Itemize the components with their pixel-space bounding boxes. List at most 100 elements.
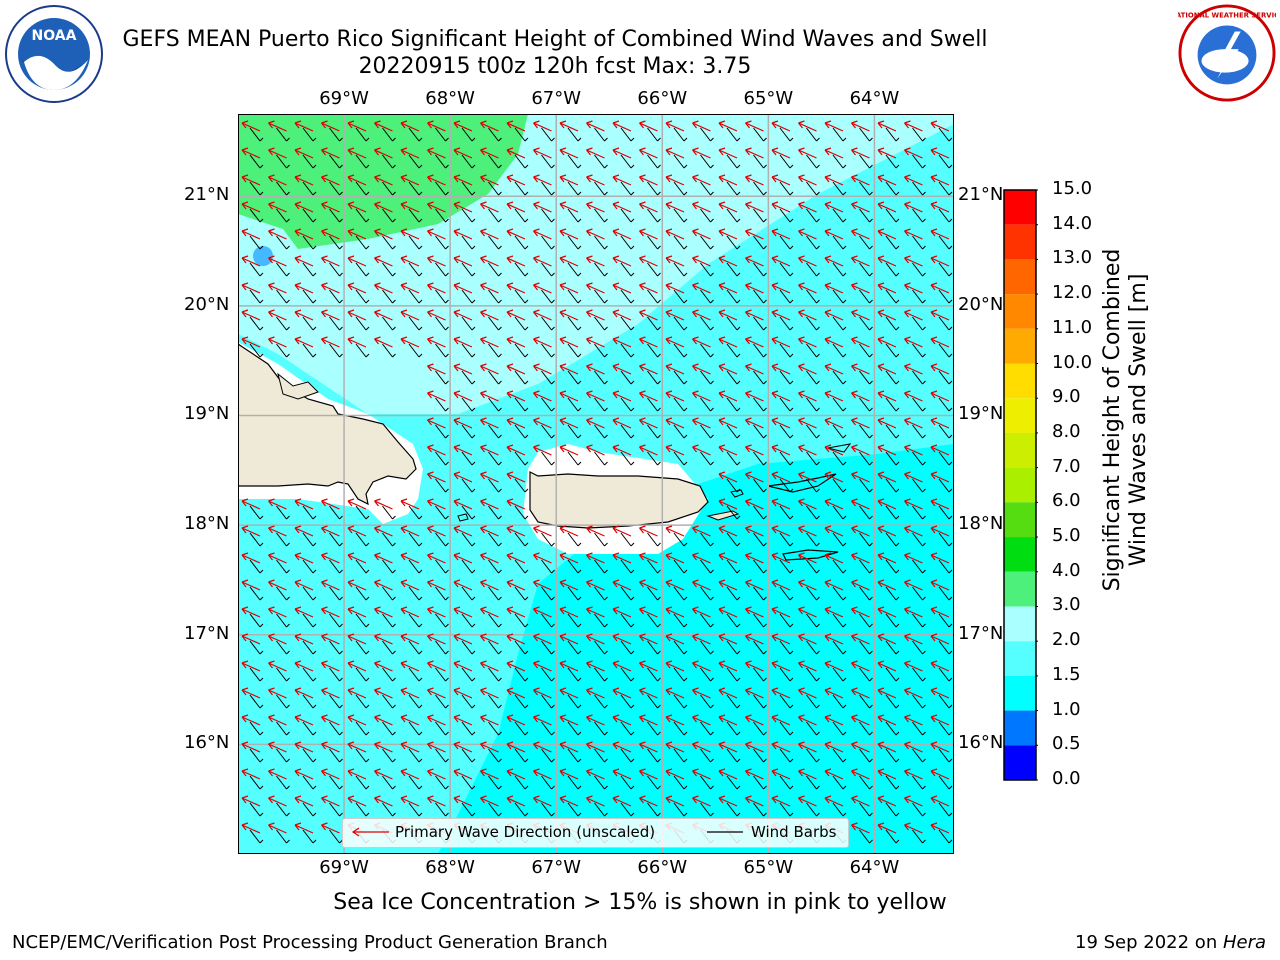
wind-barb: [779, 505, 794, 520]
wind-barb: [753, 127, 767, 142]
wave-arrow: [877, 552, 897, 564]
wind-barb: [408, 586, 423, 601]
wind-barb: [594, 748, 608, 763]
wave-arrow: [533, 201, 552, 213]
wave-arrow: [427, 768, 446, 780]
wave-arrow: [347, 174, 367, 186]
wave-arrow: [851, 795, 870, 807]
lat-tick-label-left: 17°N: [184, 622, 230, 644]
wind-barb: [753, 424, 767, 439]
wave-arrow: [400, 147, 420, 159]
wind-barb: [885, 181, 900, 196]
wind-barb: [514, 343, 529, 358]
wind-barb: [885, 559, 900, 574]
wave-arrow: [347, 552, 367, 564]
wave-arrow: [506, 714, 526, 726]
wave-arrow: [241, 255, 261, 267]
wind-barb: [435, 262, 449, 277]
wave-arrow: [824, 282, 844, 294]
wind-barb: [753, 478, 767, 493]
wave-arrow: [824, 552, 844, 564]
wind-barb: [461, 289, 476, 304]
wind-barb: [673, 802, 688, 817]
wave-arrow: [427, 633, 446, 645]
wave-arrow: [453, 444, 473, 456]
lon-tick-label-top: 67°W: [531, 88, 582, 109]
wave-arrow: [745, 525, 764, 537]
colorbar-band: [1004, 502, 1036, 538]
sea-band-3-0: [238, 114, 528, 249]
wind-barb: [302, 694, 317, 709]
wind-barb: [435, 748, 449, 763]
wave-arrow: [347, 120, 367, 132]
wave-arrow: [294, 633, 314, 645]
colorbar-band: [1004, 294, 1036, 329]
wave-arrow: [639, 201, 658, 213]
wind-barb: [408, 802, 423, 817]
wave-arrow: [851, 417, 870, 429]
wind-barb: [435, 181, 449, 196]
wave-arrow: [851, 606, 870, 618]
wind-barb: [541, 613, 555, 628]
wind-barb: [249, 343, 264, 358]
wave-arrow: [745, 606, 764, 618]
wind-barb: [461, 397, 476, 412]
wind-barb: [276, 181, 290, 196]
wind-barb: [514, 451, 529, 466]
wind-barb: [647, 397, 661, 412]
wind-barb: [700, 667, 714, 682]
wave-arrow: [559, 606, 579, 618]
colorbar-band: [1004, 224, 1036, 260]
wind-barb: [594, 154, 608, 169]
wind-barb: [408, 532, 423, 547]
wave-arrow: [771, 606, 791, 618]
wave-arrow: [453, 660, 473, 672]
wind-barb: [249, 505, 264, 520]
wave-arrow: [533, 309, 552, 321]
wave-arrow: [692, 687, 711, 699]
wind-barb: [514, 586, 529, 601]
wind-barb: [541, 667, 555, 682]
wave-arrow: [453, 552, 473, 564]
wind-barb: [382, 586, 396, 601]
wave-arrow: [374, 552, 393, 564]
wind-barb: [329, 505, 343, 520]
wind-barb: [859, 829, 873, 844]
wind-barb: [302, 802, 317, 817]
lon-tick-label-top: 69°W: [319, 88, 369, 109]
wind-barb: [594, 235, 608, 250]
wind-barb: [673, 559, 688, 574]
wave-arrow: [877, 255, 897, 267]
wind-barb: [541, 748, 555, 763]
wind-barb: [408, 289, 423, 304]
wind-barb: [726, 262, 741, 277]
wave-arrow: [692, 741, 711, 753]
wave-arrow: [798, 498, 817, 510]
wave-arrow: [824, 660, 844, 672]
wave-arrow: [347, 579, 367, 591]
wave-arrow: [559, 336, 579, 348]
wind-barb: [567, 316, 582, 331]
wave-arrow: [639, 147, 658, 159]
wind-barb: [567, 127, 582, 142]
wave-arrow: [639, 309, 658, 321]
wave-arrow: [347, 255, 367, 267]
wind-barb: [435, 343, 449, 358]
wave-arrow: [559, 525, 579, 537]
wind-barb: [806, 262, 820, 277]
wave-arrow: [718, 336, 738, 348]
wave-arrow: [904, 228, 923, 240]
wind-barb: [567, 775, 582, 790]
wind-barb: [329, 694, 343, 709]
wave-arrow: [745, 228, 764, 240]
wave-arrow: [374, 525, 393, 537]
wind-barb: [514, 694, 529, 709]
wind-barb: [673, 721, 688, 736]
land-puerto-rico: [529, 471, 709, 529]
wind-barb: [249, 748, 264, 763]
wind-barb: [594, 586, 608, 601]
wave-arrow: [612, 201, 632, 213]
wave-arrow: [400, 174, 420, 186]
wind-barb: [329, 127, 343, 142]
wave-arrow: [294, 147, 314, 159]
